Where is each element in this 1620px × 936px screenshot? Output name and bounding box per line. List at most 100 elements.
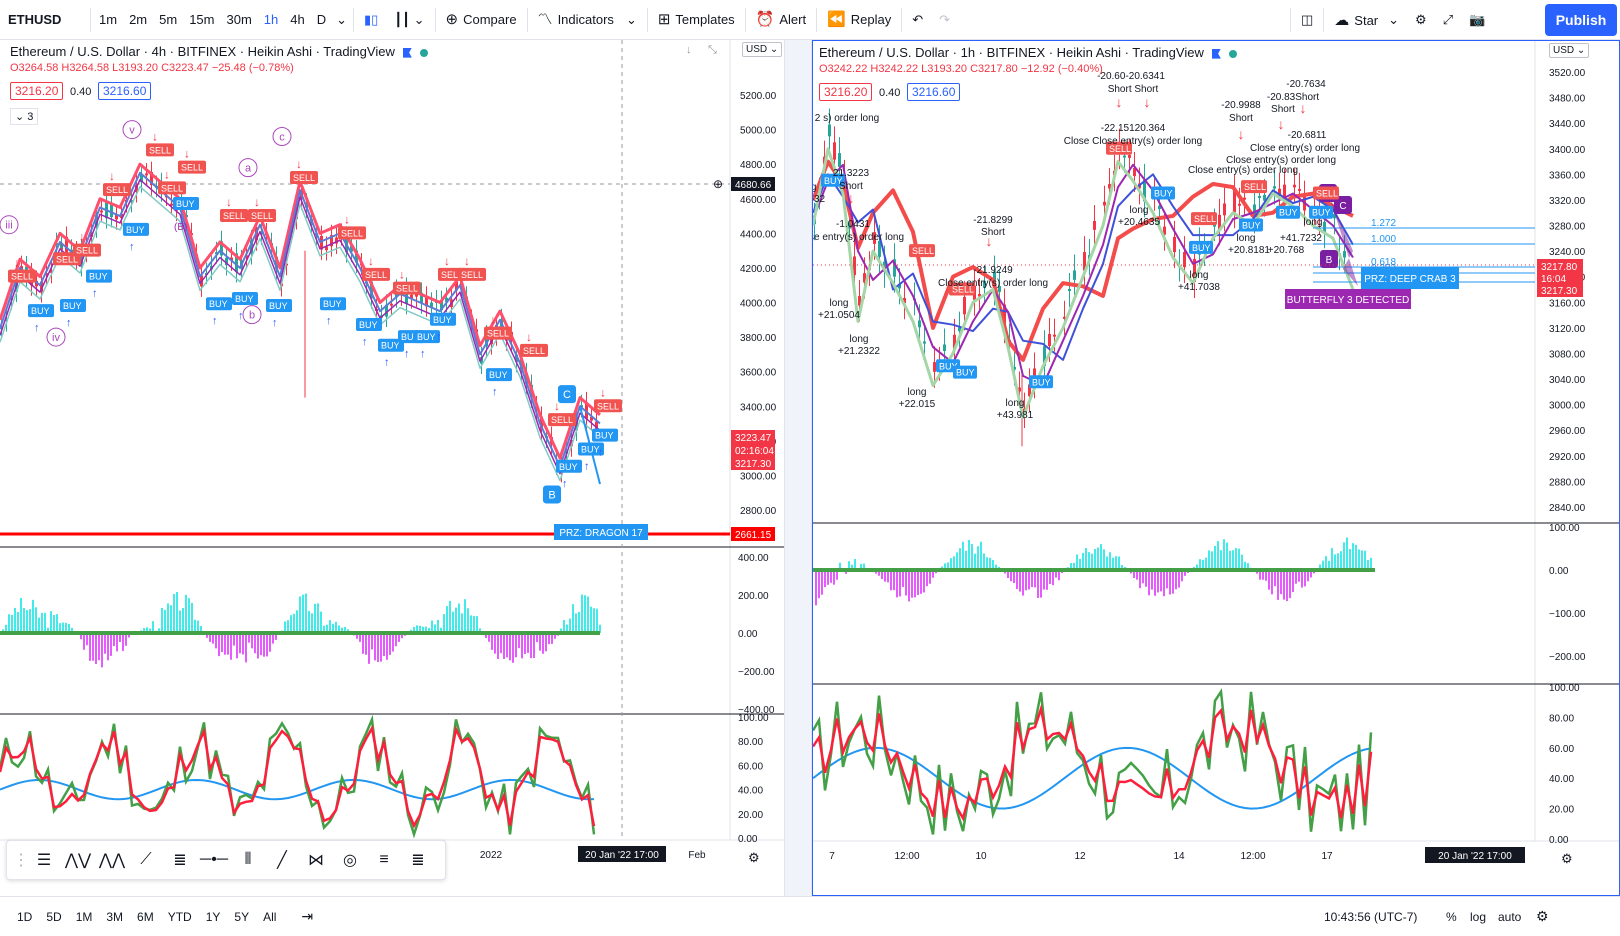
range-all[interactable]: All: [263, 909, 277, 924]
fib-time-icon[interactable]: ⫴: [244, 851, 252, 868]
pane-divider[interactable]: [784, 40, 812, 896]
stoch-tick-label: 40.00: [738, 786, 763, 797]
osc-bar: [8, 614, 10, 633]
osc-bar: [974, 553, 976, 570]
timeframe-1m[interactable]: 1m: [99, 12, 118, 27]
range-3m[interactable]: 3M: [106, 909, 124, 924]
harmonic-icon[interactable]: ⋈: [308, 852, 324, 869]
osc-bar: [1214, 545, 1216, 570]
bar-style-icon[interactable]: ▮▯: [364, 11, 379, 27]
range-1y[interactable]: 1Y: [205, 909, 221, 924]
templates-button[interactable]: ⊞ Templates: [650, 0, 743, 40]
range-1m[interactable]: 1M: [75, 909, 93, 924]
right-currency-select[interactable]: USD ⌄: [1549, 43, 1590, 58]
camera-icon[interactable]: 📷: [1469, 12, 1486, 27]
pitchfork-icon[interactable]: ⟋: [140, 851, 152, 868]
pattern-point-label: C: [1339, 201, 1346, 212]
abcd-icon[interactable]: ⋀⋁: [64, 852, 92, 869]
left-buy-price[interactable]: 3216.60: [98, 82, 152, 100]
left-currency-select[interactable]: USD ⌄: [742, 42, 783, 57]
spiral-icon[interactable]: ◎: [343, 852, 357, 869]
trade-annotation: Short: [981, 227, 1005, 238]
timeframe-30m[interactable]: 30m: [226, 12, 252, 27]
date-range-icon[interactable]: ⇥: [301, 908, 314, 924]
right-sell-price[interactable]: 3216.20: [819, 83, 873, 101]
top-toolbar: ETHUSD 1m 2m 5m 15m 30m 1h 4h D ⌄ ▮▯ ┃┃ ⌄ ⊕ Comp…: [0, 0, 1620, 40]
layout-split-icon[interactable]: ◫: [1301, 12, 1314, 27]
osc-bar: [218, 633, 220, 657]
percent-toggle[interactable]: %: [1446, 909, 1457, 924]
trend-lines-icon[interactable]: ☰: [36, 852, 52, 869]
range-ytd[interactable]: YTD: [167, 909, 192, 924]
maximize-icon[interactable]: ⤡: [708, 44, 717, 56]
osc-bar: [116, 633, 118, 652]
auto-toggle[interactable]: auto: [1498, 909, 1522, 924]
wave-circle: [242, 305, 262, 325]
osc-bar: [1013, 570, 1015, 584]
osc-bar: [1019, 570, 1021, 592]
osc-bar: [509, 633, 511, 661]
scroll-down-icon[interactable]: ↓: [686, 44, 692, 56]
left-sell-price[interactable]: 3216.20: [10, 82, 64, 100]
right-buy-price[interactable]: 3216.60: [907, 83, 961, 101]
log-toggle[interactable]: log: [1470, 909, 1487, 924]
redo-button[interactable]: ↷: [939, 11, 951, 27]
buy-signal-badge: [414, 330, 440, 344]
range-5y[interactable]: 5Y: [234, 909, 250, 924]
clock[interactable]: 10:43:56 (UTC-7): [1324, 909, 1418, 924]
osc-bar: [1169, 570, 1171, 595]
osc-bar: [1016, 570, 1018, 589]
timeframe-2m[interactable]: 2m: [129, 12, 148, 27]
timeframe-D[interactable]: D: [316, 12, 327, 27]
osc-bar: [293, 613, 295, 633]
h-line-icon[interactable]: ─•─: [199, 851, 229, 868]
publish-button[interactable]: Publish: [1545, 4, 1617, 36]
osc-bar: [1199, 559, 1201, 570]
trade-annotation: long: [830, 298, 849, 309]
regression-icon[interactable]: ≣: [411, 852, 425, 869]
replay-button[interactable]: ⏪ Replay: [819, 0, 899, 40]
left-chart-pane[interactable]: 5200.00 5000.00 4800.00 4600.00 4400.00 4200.…: [0, 40, 784, 896]
osc-bar: [503, 633, 505, 659]
alert-button[interactable]: ⏰ Alert: [748, 0, 814, 40]
candle-type-button[interactable]: ┃┃ ⌄: [394, 11, 425, 27]
osc-bar: [362, 633, 364, 654]
stoch-tick-label: 80.00: [738, 737, 763, 748]
wave-circle: [272, 127, 292, 146]
buy-signal-badge: [430, 312, 456, 326]
collapse-indicators-button[interactable]: ⌄ 3: [10, 108, 39, 125]
undo-button[interactable]: ↶: [912, 11, 924, 27]
indicators-button[interactable]: 〽 Indicators ⌄: [537, 11, 637, 28]
scale-settings-gear-icon[interactable]: ⚙: [1536, 908, 1549, 924]
left-chart-canvas[interactable]: 5200.00 5000.00 4800.00 4600.00 4400.00 4200.…: [0, 40, 784, 896]
range-5d[interactable]: 5D: [46, 909, 62, 924]
settings-gear-icon[interactable]: ⚙: [1415, 12, 1427, 27]
timeframe-dropdown[interactable]: ⌄: [336, 11, 348, 27]
xabcd-icon[interactable]: ⋀⋀: [98, 852, 126, 869]
fullscreen-icon[interactable]: ⤢: [1442, 12, 1454, 27]
fib-fan-icon[interactable]: ≡: [379, 851, 389, 868]
timeframe-15m[interactable]: 15m: [189, 12, 215, 27]
timeframe-4h[interactable]: 4h: [290, 12, 305, 27]
symbol-search[interactable]: ETHUSD: [8, 12, 62, 27]
timeframe-5m[interactable]: 5m: [159, 12, 178, 27]
range-1d[interactable]: 1D: [17, 909, 33, 924]
osc-bar: [1268, 570, 1270, 590]
ray-icon[interactable]: ╱: [277, 852, 287, 869]
osc-bar: [161, 607, 163, 633]
fib-channel-icon[interactable]: ≣: [173, 852, 187, 869]
prz-label-box: [1361, 267, 1459, 289]
osc-bar: [1223, 539, 1225, 570]
layout-save-button[interactable]: ☁ Star ⌄: [1334, 11, 1400, 29]
range-6m[interactable]: 6M: [137, 909, 154, 924]
drag-handle-icon[interactable]: ⋮: [13, 852, 29, 869]
osc-bar: [1271, 570, 1273, 595]
time-tick-label: 12:00: [894, 851, 919, 862]
right-chart-canvas[interactable]: 3520.00 3480.00 3440.00 3400.00 3360.00 3320.…: [813, 41, 1619, 895]
right-chart-pane[interactable]: 3520.00 3480.00 3440.00 3400.00 3360.00 3320.…: [812, 40, 1620, 896]
timeframe-1h[interactable]: 1h: [263, 12, 279, 27]
sell-signal-badge: [1106, 141, 1132, 155]
compare-button[interactable]: ⊕ Compare: [438, 0, 525, 40]
signal-label: SELL: [597, 401, 619, 411]
signal-label: BUY: [489, 370, 508, 380]
